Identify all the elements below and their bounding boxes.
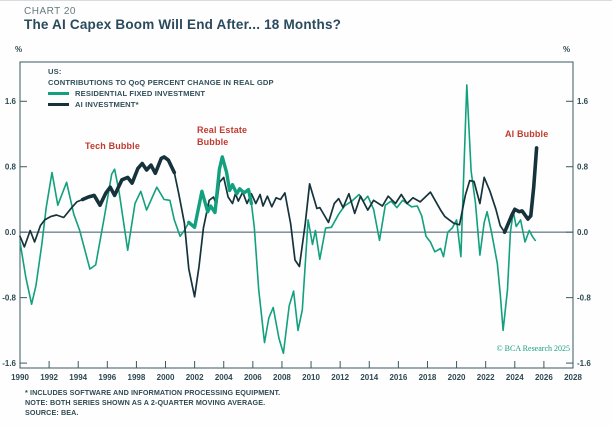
footnote-asterisk: * INCLUDES SOFTWARE AND INFORMATION PROC…	[25, 388, 281, 397]
x-tick-label: 2000	[157, 373, 175, 382]
y-tick-label-right: 1.6	[577, 97, 589, 106]
ai-line	[19, 147, 538, 298]
x-tick-label: 2008	[273, 373, 291, 382]
legend-region-label: US:	[48, 67, 62, 76]
x-tick-label: 1998	[128, 373, 146, 382]
footnote-note: NOTE: BOTH SERIES SHOWN AS A 2-QUARTER M…	[25, 398, 266, 407]
top-border	[0, 0, 612, 1]
y-tick-label-right: 0.8	[577, 163, 589, 172]
watermark: © BCA Research 2025	[496, 344, 570, 353]
legend-item-ai: AI INVESTMENT*	[48, 99, 274, 110]
legend-item-residential: RESIDENTIAL FIXED INVESTMENT	[48, 88, 274, 99]
residential-line	[19, 84, 537, 355]
x-tick-label: 2028	[564, 373, 582, 382]
y-tick-label-right: 0.0	[577, 228, 589, 237]
y-tick-label-left: -0.8	[2, 293, 16, 302]
ai-line-swatch-icon	[48, 103, 69, 106]
x-tick-label: 2024	[506, 373, 524, 382]
chart-title: The AI Capex Boom Will End After... 18 M…	[24, 17, 342, 32]
legend-subtitle: CONTRIBUTIONS TO QoQ PERCENT CHANGE IN R…	[48, 78, 274, 87]
x-tick-label: 2004	[215, 373, 233, 382]
x-tick-label: 1992	[40, 373, 58, 382]
x-tick-label: 2012	[331, 373, 349, 382]
x-tick-label: 2026	[535, 373, 553, 382]
chart-number-label: CHART 20	[24, 6, 76, 17]
x-tick-label: 2022	[477, 373, 495, 382]
legend-item-ai-label: AI INVESTMENT*	[75, 100, 139, 109]
legend-item-residential-label: RESIDENTIAL FIXED INVESTMENT	[75, 89, 206, 98]
x-tick-label: 2010	[302, 373, 320, 382]
y-tick-label-right: -0.8	[577, 293, 591, 302]
annotation-ai-bubble: AI Bubble	[505, 129, 549, 139]
y-tick-label-right: -1.6	[577, 359, 591, 368]
x-tick-label: 2002	[186, 373, 204, 382]
ai-line-highlight	[502, 146, 539, 234]
annotation-real-estate-bubble: Real Estate Bubble	[197, 125, 248, 147]
annotation-tech-bubble: Tech Bubble	[85, 141, 140, 151]
plot-border	[19, 61, 574, 369]
x-tick-label: 2014	[360, 373, 378, 382]
x-tick-label: 2018	[419, 373, 437, 382]
ai-line-highlight	[80, 155, 177, 207]
y-axis-unit-right: %	[563, 45, 571, 54]
x-tick-label: 2006	[244, 373, 262, 382]
y-tick-label-left: 0.0	[5, 228, 17, 237]
y-tick-label-left: -1.6	[2, 359, 16, 368]
x-tick-label: 1990	[11, 373, 29, 382]
x-tick-label: 1996	[98, 373, 116, 382]
x-tick-label: 1994	[69, 373, 87, 382]
y-axis-unit-left: %	[15, 45, 23, 54]
y-tick-label-left: 0.8	[5, 163, 17, 172]
residential-line-highlight	[187, 155, 254, 230]
footnotes: * INCLUDES SOFTWARE AND INFORMATION PROC…	[25, 388, 280, 418]
residential-line-swatch-icon	[48, 92, 69, 95]
x-tick-label: 2020	[448, 373, 466, 382]
y-tick-label-left: 1.6	[5, 97, 17, 106]
legend: US: CONTRIBUTIONS TO QoQ PERCENT CHANGE …	[48, 66, 274, 110]
footnote-source: SOURCE: BEA.	[25, 408, 79, 417]
x-tick-label: 2016	[389, 373, 407, 382]
